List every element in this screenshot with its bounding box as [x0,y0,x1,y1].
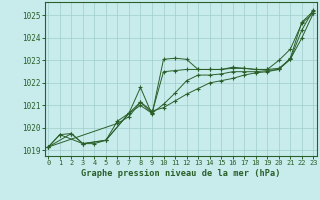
X-axis label: Graphe pression niveau de la mer (hPa): Graphe pression niveau de la mer (hPa) [81,169,281,178]
